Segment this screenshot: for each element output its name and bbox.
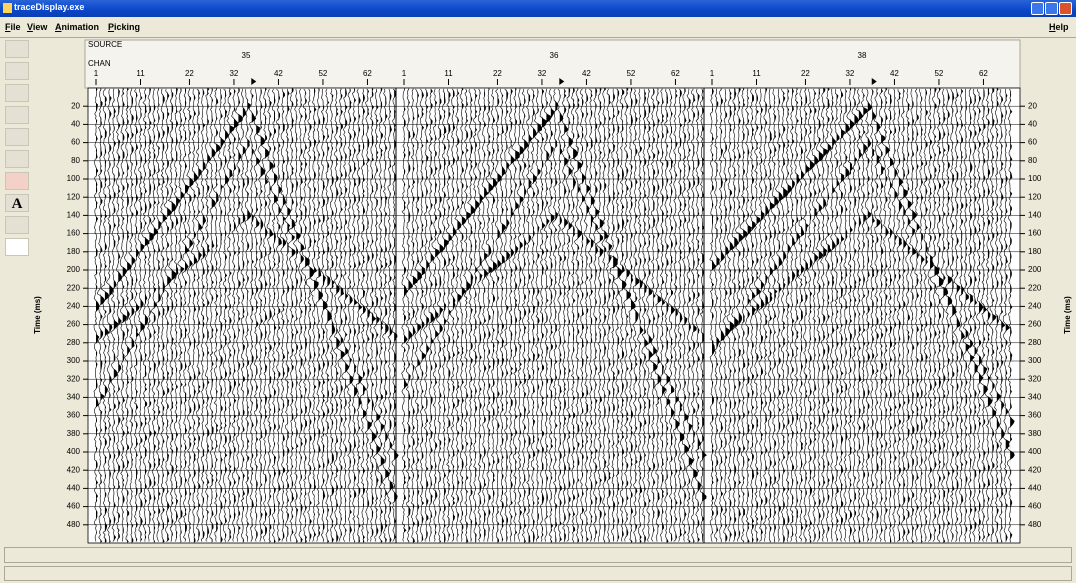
source-number: 38 <box>858 51 867 60</box>
y-tick-label: 40 <box>1028 120 1037 129</box>
channel-label: 32 <box>845 69 854 78</box>
channel-label: 11 <box>444 69 453 78</box>
header-box <box>85 40 1020 88</box>
source-label: SOURCE <box>88 40 122 49</box>
channel-label: 42 <box>890 69 899 78</box>
y-tick-label: 460 <box>67 502 81 511</box>
channel-label: 22 <box>801 69 810 78</box>
y-tick-label: 120 <box>67 192 81 201</box>
y-tick-label: 360 <box>1028 411 1042 420</box>
channel-label: 11 <box>136 69 145 78</box>
y-tick-label: 220 <box>1028 283 1042 292</box>
channel-label: 42 <box>274 69 283 78</box>
y-axis-title: Time (ms) <box>33 296 42 334</box>
y-axis-title: Time (ms) <box>1063 296 1072 334</box>
channel-label: 32 <box>229 69 238 78</box>
channel-label: 22 <box>185 69 194 78</box>
y-tick-label: 80 <box>71 156 80 165</box>
y-tick-label: 440 <box>1028 484 1042 493</box>
y-tick-label: 80 <box>1028 156 1037 165</box>
y-tick-label: 420 <box>67 465 81 474</box>
trace-display: SOURCE CHAN 2020404060608080100100120120… <box>0 0 1076 583</box>
y-tick-label: 160 <box>1028 229 1042 238</box>
y-tick-label: 180 <box>67 247 81 256</box>
y-tick-label: 300 <box>1028 356 1042 365</box>
y-tick-label: 380 <box>1028 429 1042 438</box>
channel-label: 1 <box>710 69 715 78</box>
channel-label: 62 <box>979 69 988 78</box>
channel-label: 42 <box>582 69 591 78</box>
y-tick-label: 60 <box>1028 138 1037 147</box>
y-tick-label: 380 <box>67 429 81 438</box>
y-tick-label: 240 <box>1028 302 1042 311</box>
status-bar <box>4 547 1072 563</box>
y-tick-label: 400 <box>67 447 81 456</box>
y-tick-label: 160 <box>67 229 81 238</box>
source-number: 35 <box>242 51 251 60</box>
channel-label: 32 <box>537 69 546 78</box>
y-tick-label: 140 <box>1028 211 1042 220</box>
channel-label: 52 <box>626 69 635 78</box>
y-tick-label: 300 <box>67 356 81 365</box>
channel-label: 11 <box>752 69 761 78</box>
y-tick-label: 180 <box>1028 247 1042 256</box>
y-tick-label: 120 <box>1028 192 1042 201</box>
y-tick-label: 420 <box>1028 465 1042 474</box>
y-tick-label: 260 <box>67 320 81 329</box>
y-tick-label: 100 <box>1028 174 1042 183</box>
channel-label: 52 <box>318 69 327 78</box>
y-tick-label: 40 <box>71 120 80 129</box>
y-tick-label: 480 <box>1028 520 1042 529</box>
y-tick-label: 320 <box>67 374 81 383</box>
y-tick-label: 360 <box>67 411 81 420</box>
source-number: 36 <box>550 51 559 60</box>
channel-label: 62 <box>363 69 372 78</box>
chan-label: CHAN <box>88 59 111 68</box>
y-tick-label: 140 <box>67 211 81 220</box>
status-bar <box>4 566 1072 581</box>
y-tick-label: 20 <box>1028 101 1037 110</box>
y-tick-label: 400 <box>1028 447 1042 456</box>
y-tick-label: 460 <box>1028 502 1042 511</box>
y-tick-label: 220 <box>67 283 81 292</box>
y-tick-label: 340 <box>1028 393 1042 402</box>
y-tick-label: 60 <box>71 138 80 147</box>
channel-label: 62 <box>671 69 680 78</box>
y-tick-label: 240 <box>67 302 81 311</box>
y-tick-label: 200 <box>1028 265 1042 274</box>
channel-label: 1 <box>94 69 99 78</box>
y-tick-label: 200 <box>67 265 81 274</box>
y-tick-label: 280 <box>67 338 81 347</box>
y-tick-label: 440 <box>67 484 81 493</box>
y-tick-label: 260 <box>1028 320 1042 329</box>
y-tick-label: 340 <box>67 393 81 402</box>
y-tick-label: 20 <box>71 101 80 110</box>
y-tick-label: 100 <box>67 174 81 183</box>
y-tick-label: 320 <box>1028 374 1042 383</box>
channel-label: 52 <box>934 69 943 78</box>
y-tick-label: 480 <box>67 520 81 529</box>
channel-label: 22 <box>493 69 502 78</box>
channel-label: 1 <box>402 69 407 78</box>
app-window: traceDisplay.exe File View Animation Pic… <box>0 0 1076 583</box>
y-tick-label: 280 <box>1028 338 1042 347</box>
